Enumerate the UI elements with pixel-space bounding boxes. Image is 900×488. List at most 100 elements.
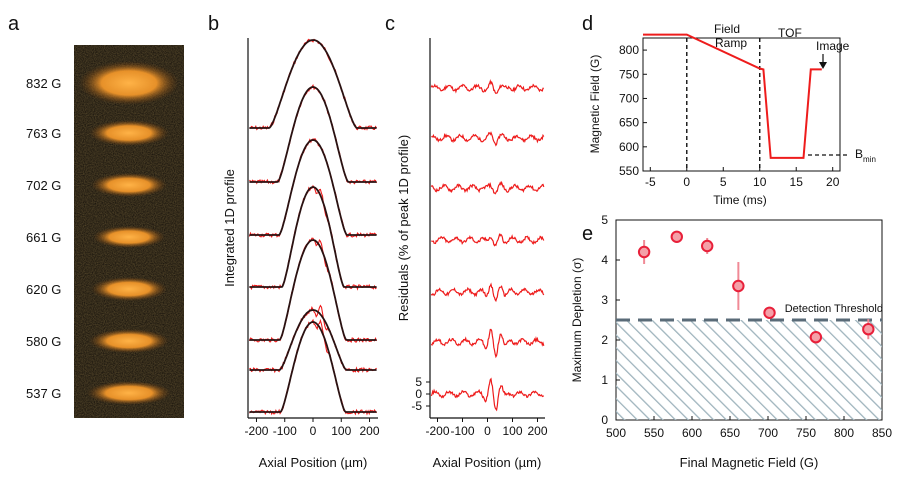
panel-e-xlabel: Final Magnetic Field (G) [680,455,819,470]
panel-e-xtick-label-7: 850 [872,426,892,440]
panel-c-residual-6 [430,377,545,412]
image-label: Image [816,39,850,53]
panel-d-ytick-label-3: 700 [619,91,639,105]
panel-d-xlabel: Time (ms) [713,193,767,207]
panel-b-fit-6 [249,321,377,413]
panel-label-b: b [208,13,219,35]
panel-e-ytick-label-1: 1 [601,373,608,387]
field-label-1: 763 G [26,126,61,141]
panel-c-xtick-label-0: -200 [425,424,449,438]
panel-b-fit-0 [249,39,377,129]
panel-e-point-0 [637,245,651,259]
panel-b-fit-4 [249,239,377,341]
below-threshold-hatch [616,320,882,420]
field-label-5: 580 G [26,334,61,349]
panel-c-xtick-label-4: 200 [527,424,547,438]
panel-d-xtick-label-3: 10 [753,175,767,189]
panel-b-xtick-label-2: 0 [310,424,317,438]
panel-e-point-6 [862,323,875,336]
panel-c-ytick-label-0: 5 [415,375,422,389]
panel-c-residual-1 [431,131,545,147]
panel-b-data-4 [248,237,378,343]
panel-b-data-1 [249,84,378,185]
panel-e-ylabel: Maximum Depletion (σ) [570,258,584,383]
panel-c-xtick-label-2: 0 [484,424,491,438]
panel-d-ylabel: Magnetic Field (G) [588,55,602,154]
panel-d-xtick-label-2: 5 [720,175,727,189]
panel-c-xtick-label-3: 100 [502,424,522,438]
panel-e-depletion: Detection Threshold Maximum Depletion (σ… [570,213,892,470]
panel-d-xtick-label-4: 15 [790,175,804,189]
panel-b-fit-5 [249,309,377,371]
panel-c-residual-3 [431,233,545,247]
panel-b-profiles: Integrated 1D profile Axial Position (µm… [222,38,380,470]
panel-e-point-3 [732,279,745,293]
field-label-3: 661 G [26,230,61,245]
panel-e-xtick-label-1: 550 [644,426,664,440]
panel-d-frame [642,37,841,172]
atom-cloud-0 [79,61,179,105]
field-label-4: 620 G [26,282,61,297]
panel-e-ytick-label-0: 0 [601,413,608,427]
panel-c-ylabel: Residuals (% of peak 1D profile) [396,135,411,321]
panel-label-d: d [582,13,593,35]
atom-cloud-5 [89,329,169,353]
panel-e-xtick-label-5: 750 [796,426,816,440]
panel-b-xlabel: Axial Position (µm) [259,455,368,470]
panel-b-data-3 [249,184,377,291]
panel-e-ytick-label-5: 5 [601,213,608,227]
panel-d-xtick-label-5: 20 [826,175,840,189]
panel-d-ytick-label-1: 600 [619,140,639,154]
panel-d-ytick-label-0: 550 [619,164,639,178]
panel-c-xtick-label-1: -100 [450,424,474,438]
panel-b-xtick-label-3: 100 [331,424,351,438]
panel-b-fit-2 [249,139,377,236]
panel-b-ylabel: Integrated 1D profile [222,169,237,287]
panel-a-images: 832 G 763 G 702 G 661 G 620 G 580 G 537 G [26,45,184,418]
panel-label-c: c [385,13,395,35]
panel-b-xtick-label-0: -200 [244,424,268,438]
panel-d-ytick-label-2: 650 [619,116,639,130]
field-label-0: 832 G [26,76,61,91]
panel-c-xlabel: Axial Position (µm) [433,455,542,470]
field-label-6: 537 G [26,386,61,401]
detection-threshold-label: Detection Threshold [785,303,883,315]
panel-d-xtick-label-1: 0 [683,175,690,189]
panel-e-point-5 [809,331,823,344]
tof-label: TOF [778,26,802,40]
panel-e-ytick-label-2: 2 [601,333,608,347]
panel-d-field-trace [643,33,822,159]
panel-e-ytick-label-4: 4 [601,253,608,267]
atom-cloud-3 [93,226,165,248]
image-arrow-icon [819,62,827,69]
panel-d-ytick-label-4: 750 [619,67,639,81]
panel-label-e: e [582,223,593,245]
panel-c-residual-2 [430,180,545,195]
panel-b-fit-3 [249,186,377,288]
panel-e-point-2 [701,239,714,253]
panel-d-field-sequence: Magnetic Field (G) Time (ms) -5 0 5 10 15 20 5… [588,22,876,207]
panel-c-residual-4 [430,282,545,303]
atom-cloud-4 [91,277,167,301]
panel-e-xtick-label-0: 500 [606,426,626,440]
panel-e-xtick-label-2: 600 [682,426,702,440]
panel-e-xtick-label-3: 650 [720,426,740,440]
panel-e-point-1 [670,230,683,244]
panel-label-a: a [8,13,20,35]
panel-b-fit-1 [249,86,377,183]
field-ramp-label-line1: Field [714,22,740,36]
panel-c-residuals: Residuals (% of peak 1D profile) Axial P… [396,38,548,470]
panel-c-residual-5 [430,328,545,359]
panel-c-ytick-label-2: -5 [411,399,422,413]
panel-e-xtick-label-6: 800 [834,426,854,440]
panel-e-xtick-label-4: 700 [758,426,778,440]
atom-cloud-6 [87,381,171,405]
panel-e-point-4 [763,306,776,319]
panel-d-ytick-label-5: 800 [619,43,639,57]
field-label-2: 702 G [26,178,61,193]
panel-b-xtick-label-4: 200 [360,424,380,438]
atom-cloud-1 [89,120,169,146]
panel-d-xtick-label-0: -5 [645,175,656,189]
panel-c-residual-0 [430,78,544,95]
